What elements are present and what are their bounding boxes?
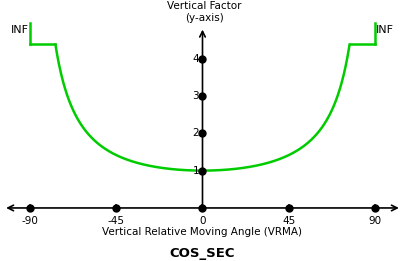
Text: -45: -45 bbox=[108, 216, 125, 226]
Text: 45: 45 bbox=[282, 216, 295, 226]
Text: 1: 1 bbox=[192, 165, 199, 176]
Text: INF: INF bbox=[11, 25, 29, 35]
Text: 4: 4 bbox=[192, 54, 199, 63]
Text: 90: 90 bbox=[368, 216, 382, 226]
Text: COS_SEC: COS_SEC bbox=[170, 247, 235, 260]
Text: 3: 3 bbox=[192, 91, 199, 101]
Text: Vertical Relative Moving Angle (VRMA): Vertical Relative Moving Angle (VRMA) bbox=[102, 227, 303, 238]
Text: 0: 0 bbox=[199, 216, 206, 226]
Text: 2: 2 bbox=[192, 128, 199, 138]
Text: Vertical Factor
(y-axis): Vertical Factor (y-axis) bbox=[167, 2, 242, 23]
Text: INF: INF bbox=[376, 25, 394, 35]
Text: -90: -90 bbox=[22, 216, 38, 226]
